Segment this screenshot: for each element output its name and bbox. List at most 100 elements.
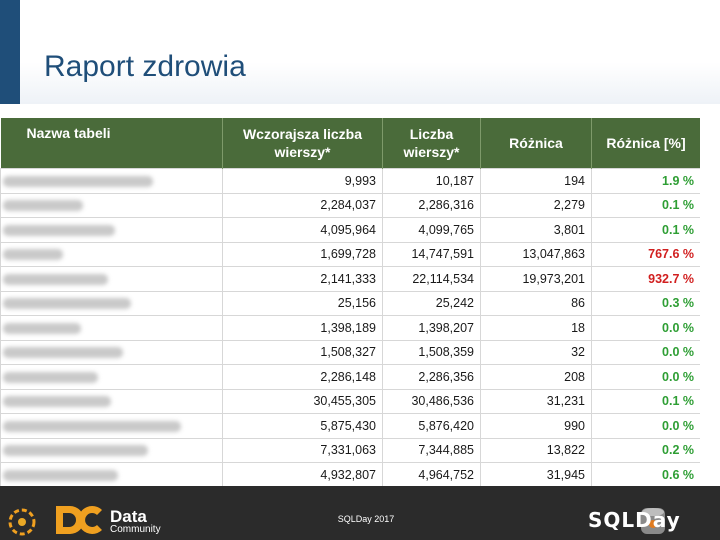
- footer-bar: [0, 486, 720, 540]
- current-rows-cell: 22,114,534: [382, 266, 481, 292]
- table-row: 1,699,728 14,747,591 13,047,863 767.6 %: [0, 241, 700, 267]
- difference-percent-cell: 0.1 %: [591, 192, 700, 218]
- difference-percent-cell: 0.1 %: [591, 217, 700, 243]
- table-row: 2,286,148 2,286,356 208 0.0 %: [0, 364, 700, 390]
- redacted-table-name: [3, 273, 108, 285]
- table-name-cell: [0, 266, 223, 292]
- difference-percent-cell: 0.6 %: [591, 462, 700, 486]
- table-name-cell: [0, 462, 223, 486]
- difference-cell: 13,047,863: [480, 241, 592, 267]
- difference-percent-cell: 0.3 %: [591, 290, 700, 316]
- difference-cell: 13,822: [480, 437, 592, 463]
- yesterday-rows-cell: 1,398,189: [222, 315, 383, 341]
- table-name-cell: [0, 217, 223, 243]
- difference-percent-cell: 0.2 %: [591, 437, 700, 463]
- table-row: 4,932,807 4,964,752 31,945 0.6 %: [0, 462, 700, 486]
- table-name-cell: [0, 339, 223, 365]
- yesterday-rows-cell: 1,699,728: [222, 241, 383, 267]
- sqlday-logo-icon: [641, 508, 665, 534]
- difference-cell: 31,231: [480, 388, 592, 414]
- title-band: [20, 0, 720, 104]
- current-rows-cell: 7,344,885: [382, 437, 481, 463]
- header-difference: Różnica: [480, 118, 592, 169]
- redacted-table-name: [3, 175, 153, 187]
- table-row: 2,141,333 22,114,534 19,973,201 932.7 %: [0, 266, 700, 292]
- yesterday-rows-cell: 2,141,333: [222, 266, 383, 292]
- difference-cell: 32: [480, 339, 592, 365]
- difference-percent-cell: 0.0 %: [591, 315, 700, 341]
- table-row: 1,398,189 1,398,207 18 0.0 %: [0, 315, 700, 341]
- redacted-table-name: [3, 396, 111, 408]
- table-row: 7,331,063 7,344,885 13,822 0.2 %: [0, 437, 700, 463]
- header-yesterday-rows: Wczorajsza liczba wierszy*: [222, 118, 383, 169]
- yesterday-rows-cell: 9,993: [222, 168, 383, 194]
- redacted-table-name: [3, 200, 83, 212]
- redacted-table-name: [3, 420, 181, 432]
- table-name-cell: [0, 388, 223, 414]
- difference-percent-cell: 0.0 %: [591, 339, 700, 365]
- table-row: 5,875,430 5,876,420 990 0.0 %: [0, 413, 700, 439]
- table-name-cell: [0, 437, 223, 463]
- difference-percent-cell: 0.1 %: [591, 388, 700, 414]
- redacted-table-name: [3, 224, 115, 236]
- redacted-table-name: [3, 322, 81, 334]
- event-name-label: SQLDay 2017: [337, 514, 395, 524]
- yesterday-rows-cell: 2,286,148: [222, 364, 383, 390]
- difference-cell: 31,945: [480, 462, 592, 486]
- yesterday-rows-cell: 5,875,430: [222, 413, 383, 439]
- redacted-table-name: [3, 249, 63, 261]
- difference-cell: 18: [480, 315, 592, 341]
- redacted-table-name: [3, 445, 148, 457]
- difference-cell: 2,279: [480, 192, 592, 218]
- current-rows-cell: 2,286,356: [382, 364, 481, 390]
- current-rows-cell: 30,486,536: [382, 388, 481, 414]
- yesterday-rows-cell: 1,508,327: [222, 339, 383, 365]
- brand-data-label: Data: [110, 507, 147, 526]
- redacted-table-name: [3, 298, 131, 310]
- table-name-cell: [0, 241, 223, 267]
- current-rows-cell: 1,508,359: [382, 339, 481, 365]
- slide-title: Raport zdrowia: [44, 50, 246, 83]
- yesterday-rows-cell: 25,156: [222, 290, 383, 316]
- header-table-name: Nazwa tabeli: [0, 118, 223, 169]
- difference-cell: 194: [480, 168, 592, 194]
- table-name-cell: [0, 290, 223, 316]
- difference-cell: 3,801: [480, 217, 592, 243]
- brand-community-label: Community: [110, 524, 161, 535]
- header-current-rows: Liczba wierszy*: [382, 118, 481, 169]
- header-difference-percent: Różnica [%]: [591, 118, 700, 169]
- current-rows-cell: 4,099,765: [382, 217, 481, 243]
- community-ring-icon: [8, 508, 36, 536]
- current-rows-cell: 5,876,420: [382, 413, 481, 439]
- difference-percent-cell: 0.0 %: [591, 413, 700, 439]
- table-name-cell: [0, 168, 223, 194]
- table-name-cell: [0, 364, 223, 390]
- difference-percent-cell: 932.7 %: [591, 266, 700, 292]
- yesterday-rows-cell: 4,095,964: [222, 217, 383, 243]
- table-body: 9,993 10,187 194 1.9 % 2,284,037 2,286,316 2,2…: [0, 168, 700, 486]
- difference-cell: 19,973,201: [480, 266, 592, 292]
- yesterday-rows-cell: 4,932,807: [222, 462, 383, 486]
- accent-bar: [0, 0, 20, 104]
- difference-cell: 990: [480, 413, 592, 439]
- current-rows-cell: 2,286,316: [382, 192, 481, 218]
- table-header-row: Nazwa tabeli Wczorajsza liczba wierszy* …: [0, 118, 700, 169]
- yesterday-rows-cell: 7,331,063: [222, 437, 383, 463]
- current-rows-cell: 14,747,591: [382, 241, 481, 267]
- redacted-table-name: [3, 371, 98, 383]
- table-name-cell: [0, 192, 223, 218]
- table-row: 30,455,305 30,486,536 31,231 0.1 %: [0, 388, 700, 414]
- health-report-table-container: Nazwa tabeli Wczorajsza liczba wierszy* …: [0, 118, 700, 486]
- yesterday-rows-cell: 2,284,037: [222, 192, 383, 218]
- table-row: 9,993 10,187 194 1.9 %: [0, 168, 700, 194]
- health-report-table: Nazwa tabeli Wczorajsza liczba wierszy* …: [0, 118, 700, 486]
- current-rows-cell: 25,242: [382, 290, 481, 316]
- redacted-table-name: [3, 347, 123, 359]
- data-community-logo-icon: [56, 506, 102, 534]
- yesterday-rows-cell: 30,455,305: [222, 388, 383, 414]
- table-row: 1,508,327 1,508,359 32 0.0 %: [0, 339, 700, 365]
- redacted-table-name: [3, 469, 118, 481]
- difference-percent-cell: 767.6 %: [591, 241, 700, 267]
- difference-percent-cell: 1.9 %: [591, 168, 700, 194]
- table-row: 2,284,037 2,286,316 2,279 0.1 %: [0, 192, 700, 218]
